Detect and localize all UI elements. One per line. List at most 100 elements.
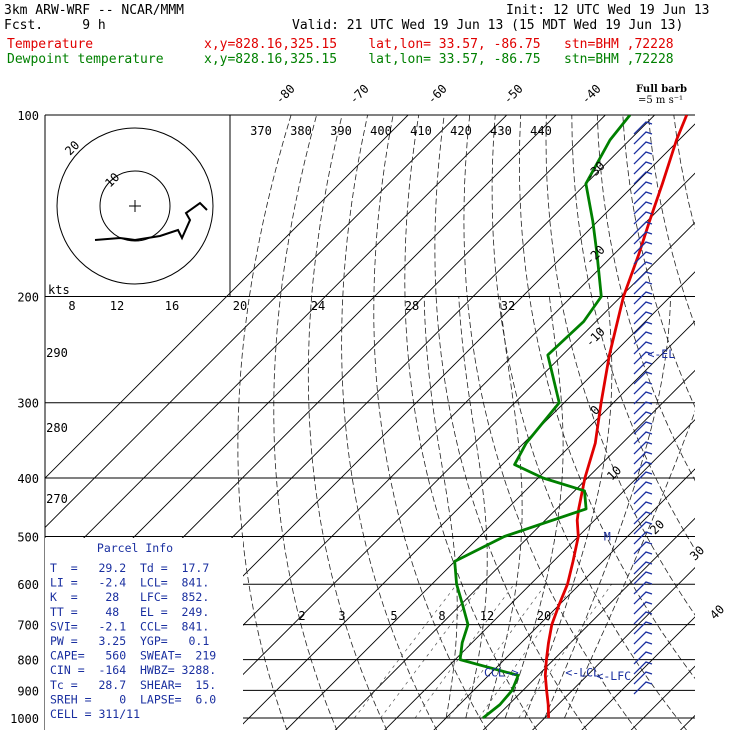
parcel-info-row: K = 28 LFC= 852. [50,590,209,604]
dry-adiabat [647,115,695,327]
wind-barb [633,121,653,135]
wind-barb [633,681,653,695]
wind-barb [633,401,653,415]
isotherm-label: 20 [647,517,667,537]
wind-barb [633,241,653,255]
wind-barb [633,621,653,635]
annotation-label: <-LCL [565,666,600,680]
hodograph-center [129,200,141,212]
theta-label: 420 [450,124,472,138]
isotherm-line [384,419,695,730]
wind-barb [633,521,653,535]
wind-barb [633,471,653,485]
theta-label: 410 [410,124,432,138]
wind-barb [633,461,653,475]
wind-barb [633,571,653,585]
mixing-ratio-line [380,583,482,719]
wind-barb [633,671,653,685]
isotherm-label: -60 [425,82,450,107]
wind-barb [633,421,653,435]
wind-barb [633,201,653,215]
isotherm-line [186,221,695,730]
wind-barb [633,251,653,265]
init-time: Init: 12 UTC Wed 19 Jun 13 [506,3,710,18]
wind-barb [633,591,653,605]
wind-barb [633,601,653,615]
mixing-ratio-label: 2 [298,609,305,623]
wind-barb [633,561,653,575]
dry-adiabat [373,115,488,730]
parcel-info-panel: Parcel Info T = 29.2 Td = 17.7LI = -2.4 L… [45,538,243,730]
hodograph-units: kts [48,283,70,297]
pressure-label: 800 [17,654,39,668]
dewpoint-profile [453,115,632,720]
wind-barb [633,161,653,175]
wind-barb [633,351,653,365]
wind-barb [633,221,653,235]
isotherm-label: 30 [687,543,707,563]
wind-barb [633,551,653,565]
parcel-info-row: CELL = 311/11 [50,707,140,721]
hodograph-ring [56,127,214,285]
parcel-info-background [45,538,243,730]
dry-adiabat [518,115,695,680]
isotherm-line [45,115,508,578]
wind-barb [633,481,653,495]
wind-barb [633,131,653,145]
wind-barb [633,361,653,375]
theta-e-label: 270 [46,492,68,506]
theta-label: 430 [490,124,512,138]
parcel-info-row: TT = 48 EL = 249. [50,605,209,619]
full-barb-units: =5 m s⁻¹ [638,95,683,106]
pressure-label: 1000 [10,712,39,726]
wind-barb [633,151,653,165]
parcel-info-row: CAPE= 560 SWEAT= 219 [50,649,216,663]
isotherm-label: -70 [347,82,372,107]
isotherm-line [45,115,409,479]
wind-barb [633,211,653,225]
wind-barb [633,281,653,295]
dewpoint-legend: Dewpoint temperature [7,52,164,67]
wind-barb [633,641,653,655]
dry-adiabat [434,115,588,730]
full-barb-label: Full barb [636,84,688,95]
speed-label: 8 [68,299,75,313]
dry-adiabat [622,115,695,408]
wind-barb [633,311,653,325]
isotherm-line [433,468,695,730]
dry-adiabat [673,115,695,230]
wind-barb [633,431,653,445]
parcel-info-row: PW = 3.25 YGP= 0.1 [50,634,209,648]
speed-label: 20 [233,299,247,313]
theta-e-label: 290 [46,346,68,360]
wind-barb [633,651,653,665]
wind-barb [633,271,653,285]
wind-barb [633,541,653,555]
dry-adiabat [545,115,695,616]
isotherm-label: 10 [604,463,624,483]
wind-barb [633,301,653,315]
forecast-hour: Fcst. 9 h [4,18,106,33]
wind-barb [633,511,653,525]
pressure-label: 400 [17,472,39,486]
parcel-info-row: CIN = -164 HWBZ= 3288. [50,663,216,677]
mixing-ratio-label: 5 [390,609,397,623]
parcel-info-row: SREH = 0 LAPSE= 6.0 [50,692,216,706]
wind-barb [633,501,653,515]
wind-barb [633,411,653,425]
parcel-info-row: Tc = 28.7 SHEAR= 15. [50,678,216,692]
pressure-label: 200 [17,291,39,305]
wind-barb [633,491,653,505]
valid-time: Valid: 21 UTC Wed 19 Jun 13 (15 MDT Wed … [292,18,684,33]
wind-barb [633,451,653,465]
isotherm-line [482,517,695,730]
wind-barb [633,341,653,355]
annotation-label: <-LFC [596,669,631,683]
dry-adiabat [237,115,292,730]
mixing-ratio-label: 20 [537,609,551,623]
wind-barbs [633,121,653,695]
annotation-label: <-EL [647,347,675,361]
pressure-label: 500 [17,530,39,544]
